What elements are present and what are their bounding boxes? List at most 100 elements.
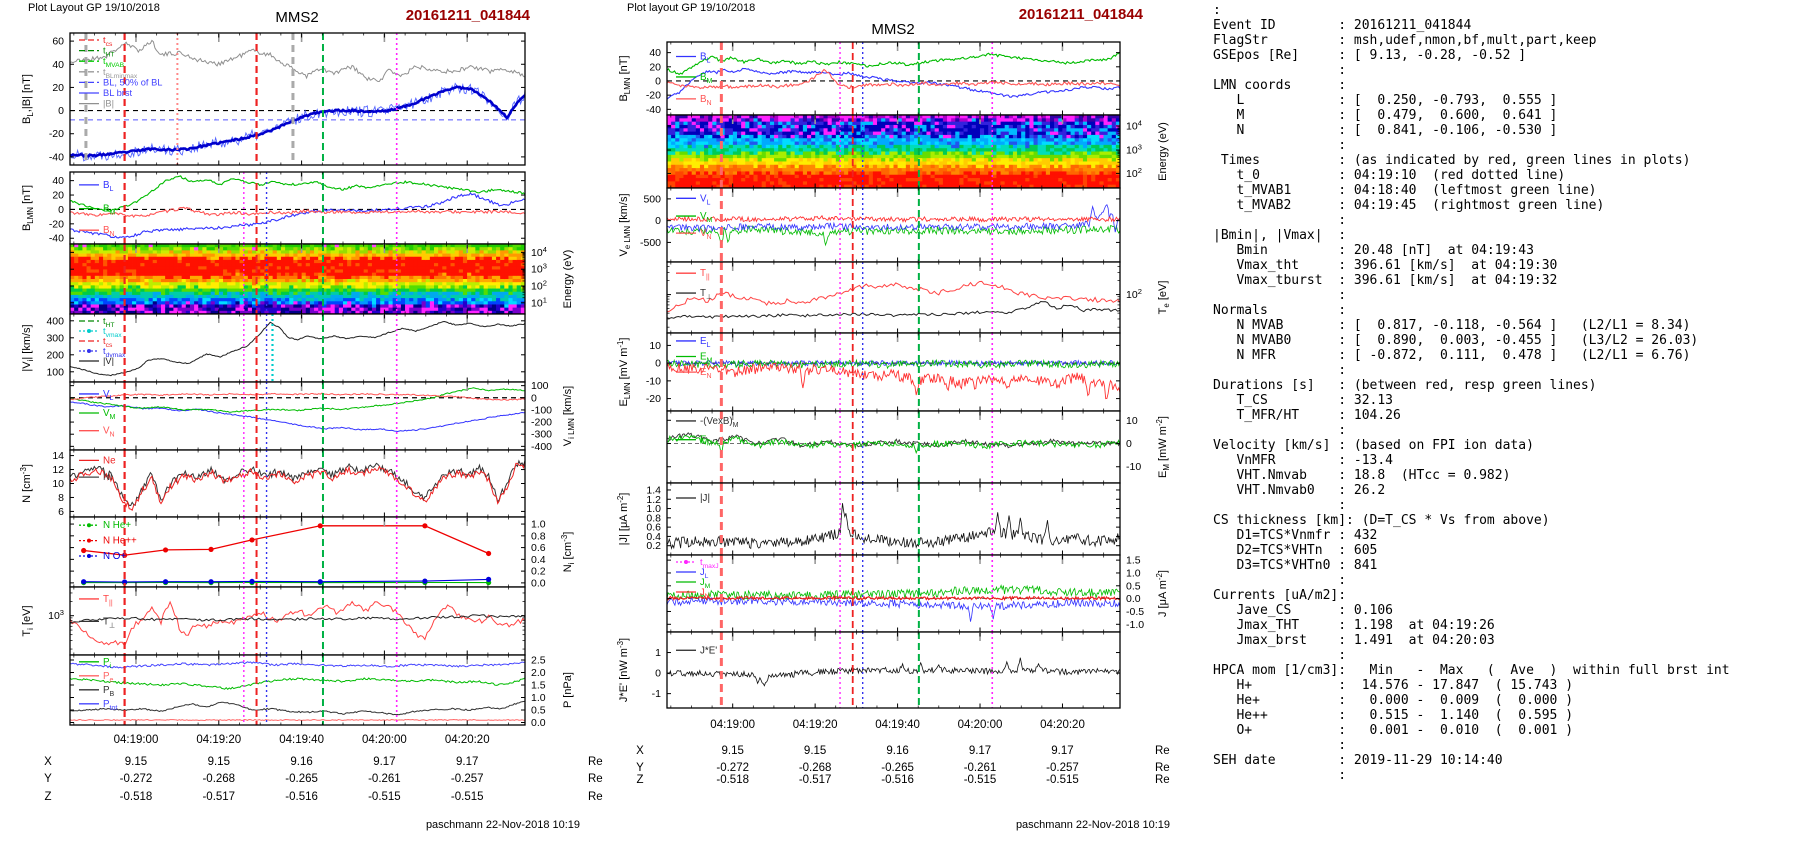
panel-left-b-lmn: 40 20 0 -20 -40 BL​ BM​ BN​ BLMN​ [nT] [21, 171, 526, 245]
svg-text:-0.515: -0.515 [368, 791, 401, 803]
svg-text:P [nPa]: P [nPa] [562, 672, 574, 708]
left-plot-layout-label: Plot Layout GP 19/10/2018 [28, 2, 160, 14]
legend-left-vi-mag: tHT​tvmax​tcs​tdvmax​|V| [79, 316, 126, 366]
svg-text:BL brst: BL brst [103, 88, 133, 98]
svg-text:|Vi​| [km/s]: |Vi​| [km/s] [21, 324, 35, 371]
svg-text:BM​: BM​ [103, 204, 116, 217]
svg-text:0.5: 0.5 [531, 705, 546, 717]
svg-text:200: 200 [46, 349, 64, 361]
panel-left-pressure: 2.52.01.51.00.50.0 Pi​Pe​PB​Ptot​ P [nPa] [69, 654, 574, 729]
legend-left-pressure: Pi​Pe​PB​Ptot​ [79, 657, 117, 712]
svg-text:tdvmax​: tdvmax​ [103, 346, 126, 359]
svg-text:Re: Re [588, 773, 603, 785]
svg-text:103​: 103​ [531, 262, 547, 276]
svg-text:8: 8 [58, 492, 64, 504]
svg-text:BL​: BL​ [700, 52, 711, 65]
svg-text:-0.515: -0.515 [451, 791, 484, 803]
svg-text:9.15: 9.15 [125, 756, 147, 768]
middle-plot-layout-label: Plot layout GP 19/10/2018 [627, 2, 756, 14]
svg-text:VN​: VN​ [103, 426, 115, 439]
svg-text:-40: -40 [49, 151, 64, 163]
panel-middle-jmag: 1.41.21.00.80.60.40.2|J||J| [μA m-2​] [616, 482, 1121, 556]
axis-chrome-left: 04:19:00 04:19:20 04:19:40 04:20:00 04:20:20… [44, 734, 603, 803]
svg-text:tBLminmax​: tBLminmax​ [103, 67, 138, 80]
svg-text:10: 10 [52, 478, 64, 490]
svg-text:tcs​: tcs​ [103, 35, 113, 48]
left-spacecraft-title: MMS2 [275, 9, 319, 26]
svg-text:VM​: VM​ [103, 408, 116, 421]
svg-text:BL​,|B| [nT]: BL​,|B| [nT] [21, 74, 35, 124]
svg-text:101​: 101​ [531, 295, 547, 309]
panel-left-bl-babs: 60 40 20 0 -20 -40 tcs​tHT​tMVAB​tBLminmax​BL,… [21, 32, 526, 166]
svg-text:0.4: 0.4 [531, 554, 546, 566]
svg-text:-20: -20 [646, 90, 661, 102]
svg-text:-0.265: -0.265 [285, 773, 318, 785]
panel-left-ion-spectrogram: 104​ 103​ 102​ 101​ Energy (eV) [69, 243, 574, 315]
svg-text:0: 0 [531, 392, 537, 404]
panel-middle-jdote: 10-1J*E'J*E' [nW m-3​] [616, 631, 1121, 709]
axis-chrome-middle: 04:19:00 04:19:20 04:19:40 04:20:00 04:20:20… [636, 719, 1170, 786]
svg-text:Re: Re [588, 791, 603, 803]
svg-text:9.15: 9.15 [208, 756, 230, 768]
svg-text:Re: Re [588, 756, 603, 768]
svg-text:N [cm-3​]: N [cm-3​] [19, 464, 33, 503]
svg-text:-20: -20 [49, 128, 64, 140]
event-info-panel: : Event ID : 20161211_041844 FlagStr : m… [1213, 3, 1730, 783]
middle-event-id: 20161211_041844 [1018, 6, 1143, 23]
legend-middle-e-lmn: EL​EM​EN​ [676, 336, 713, 380]
svg-text:20: 20 [52, 190, 64, 202]
legend-middle-b-lmn: BL​ BM​ BN​ [676, 52, 713, 107]
svg-text:-300: -300 [531, 429, 552, 441]
svg-text:300: 300 [46, 332, 64, 344]
panel-middle-e-spectrogram: 104​103​102​Energy (eV) [666, 114, 1169, 189]
middle-spacecraft-title: MMS2 [871, 21, 915, 38]
svg-text:100: 100 [46, 366, 64, 378]
svg-text:102​: 102​ [531, 279, 547, 293]
svg-text:BL​: BL​ [103, 180, 114, 193]
panel-middle-b-lmn: 40 20 0 -20 -40 BL​ BM​ BN​ BLMN​ [nT] [618, 41, 1121, 116]
svg-text:1.0: 1.0 [531, 519, 546, 531]
middle-footer-credit: paschmann 22-Nov-2018 10:19 [1015, 819, 1171, 831]
plot-column-left: 6040200-20-40tcs​tHT​tMVAB​tBLminmax​BL,… [19, 32, 603, 803]
svg-text:T⊥​: T⊥​ [103, 616, 115, 629]
svg-text:-0.518: -0.518 [120, 791, 153, 803]
panel-left-ti: 103​ T||​ T⊥​ Ti​ [eV] [21, 586, 526, 656]
svg-text:9.17: 9.17 [456, 756, 478, 768]
svg-text:100: 100 [531, 380, 549, 392]
left-event-id: 20161211_041844 [405, 7, 530, 24]
svg-text:X: X [44, 756, 52, 768]
svg-text:BL, 50% of BL: BL, 50% of BL [103, 77, 162, 87]
svg-text:-0.516: -0.516 [285, 791, 318, 803]
svg-text:Z: Z [44, 791, 51, 803]
svg-text:0: 0 [58, 204, 64, 216]
legend-middle-j-lmn: tmaxJ​JL​JM​JN​ [676, 557, 719, 600]
legend-left-minor-ion-density: N He+ N He++ N O+ [79, 520, 137, 562]
svg-text:04:20:00: 04:20:00 [362, 734, 407, 746]
panel-left-minor-ion-density: 1.00.80.60.40.20.0 N He+ N He++ N O+ Ni​ [cm… [69, 516, 576, 589]
svg-text:Pi​: Pi​ [103, 657, 112, 670]
svg-text:400: 400 [46, 315, 64, 327]
panel-left-vi-mag: 400 300 200 100 tHT​tvmax​tcs​tdvmax​|V| |Vi​… [21, 313, 526, 383]
svg-text:Ptot​: Ptot​ [103, 699, 117, 712]
svg-text:6: 6 [58, 506, 64, 518]
svg-text:Energy (eV): Energy (eV) [562, 250, 574, 309]
svg-text:14: 14 [52, 450, 64, 462]
svg-text:tvmax​: tvmax​ [103, 326, 122, 339]
svg-text:0: 0 [58, 105, 64, 117]
svg-text:tHT​: tHT​ [103, 46, 115, 59]
svg-text:Ne: Ne [103, 455, 116, 466]
svg-text:-400: -400 [531, 441, 552, 453]
svg-text:BLMN​ [nT]: BLMN​ [nT] [618, 55, 632, 101]
legend-left-density: Ne Ni [79, 455, 116, 483]
svg-text:04:20:20: 04:20:20 [445, 734, 490, 746]
svg-text:-0.261: -0.261 [368, 773, 401, 785]
svg-text:104​: 104​ [531, 245, 547, 259]
svg-text:1.5: 1.5 [531, 680, 546, 692]
svg-text:Ni​ [cm-3​]: Ni​ [cm-3​] [560, 532, 576, 573]
svg-text:0: 0 [655, 75, 661, 87]
svg-text:60: 60 [52, 36, 64, 48]
